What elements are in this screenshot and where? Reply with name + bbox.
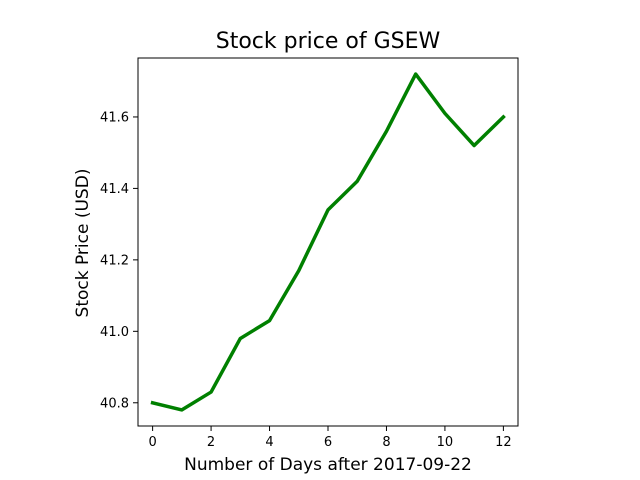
chart-title: Stock price of GSEW bbox=[216, 29, 441, 54]
y-tick-label: 40.8 bbox=[100, 396, 129, 411]
x-tick-label: 0 bbox=[148, 435, 156, 450]
y-axis-title: Stock Price (USD) bbox=[73, 169, 93, 318]
x-tick-label: 8 bbox=[382, 435, 390, 450]
x-tick-label: 10 bbox=[437, 435, 454, 450]
x-tick-label: 12 bbox=[495, 435, 512, 450]
x-tick-label: 2 bbox=[207, 435, 215, 450]
x-axis-title: Number of Days after 2017-09-22 bbox=[184, 455, 472, 475]
y-tick-label: 41.6 bbox=[100, 110, 129, 125]
plot-area: 0 2 4 6 8 10 12 40.8 41.0 41.2 41.4 41.6 bbox=[100, 57, 519, 450]
plot-frame bbox=[137, 57, 519, 427]
x-tick-label: 6 bbox=[324, 435, 332, 450]
series-line-0 bbox=[150, 72, 506, 412]
y-tick-label: 41.2 bbox=[100, 253, 129, 268]
x-tick-label: 4 bbox=[265, 435, 273, 450]
y-tick-label: 41.0 bbox=[100, 325, 129, 340]
y-tick-label: 41.4 bbox=[100, 182, 129, 197]
